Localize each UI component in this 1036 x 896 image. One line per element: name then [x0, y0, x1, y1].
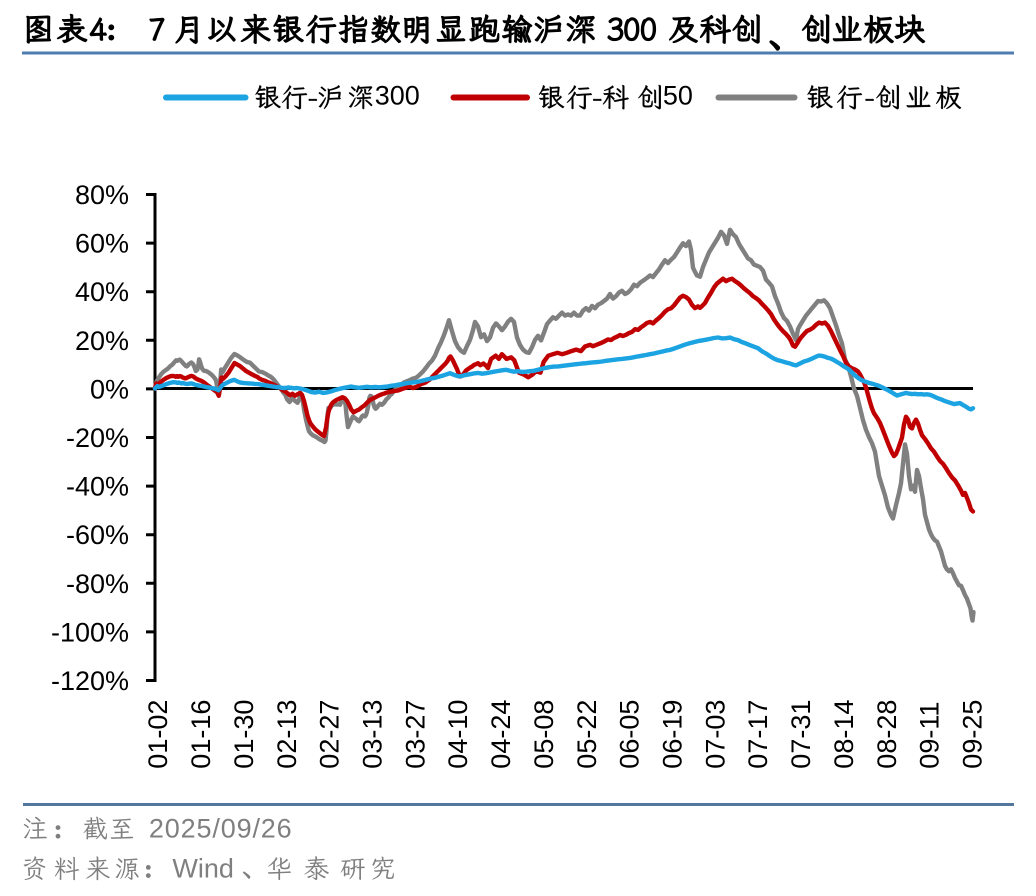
svg-text:06-05: 06-05: [615, 700, 645, 769]
svg-text:08-28: 08-28: [872, 700, 902, 769]
svg-text:300: 300: [375, 81, 420, 111]
svg-text:-80%: -80%: [66, 569, 129, 599]
svg-text:01-16: 01-16: [186, 700, 216, 769]
svg-text:-100%: -100%: [51, 617, 129, 647]
svg-text:09-25: 09-25: [958, 700, 988, 769]
svg-text:03-27: 03-27: [400, 700, 430, 769]
svg-text:20%: 20%: [75, 326, 129, 356]
svg-text:-20%: -20%: [66, 423, 129, 453]
svg-text:04-24: 04-24: [486, 700, 516, 769]
svg-text:01-02: 01-02: [143, 700, 173, 769]
svg-text:50: 50: [663, 81, 693, 111]
svg-text:07-17: 07-17: [743, 700, 773, 769]
svg-text:02-27: 02-27: [315, 700, 345, 769]
svg-text:09-11: 09-11: [915, 702, 945, 769]
svg-text:2025/09/26: 2025/09/26: [149, 814, 293, 844]
svg-text:04-10: 04-10: [443, 700, 473, 769]
svg-text:60%: 60%: [75, 229, 129, 259]
svg-text:07-31: 07-31: [786, 700, 816, 769]
svg-text:0%: 0%: [90, 374, 129, 404]
svg-text:-40%: -40%: [66, 472, 129, 502]
svg-text:06-19: 06-19: [658, 700, 688, 769]
svg-text:03-13: 03-13: [358, 700, 388, 769]
svg-text:80%: 80%: [75, 180, 129, 210]
svg-text:05-22: 05-22: [572, 700, 602, 769]
svg-text:-120%: -120%: [51, 666, 129, 696]
svg-text:02-13: 02-13: [272, 700, 302, 769]
svg-text:-60%: -60%: [66, 520, 129, 550]
svg-text:08-14: 08-14: [829, 700, 859, 769]
svg-text:05-08: 05-08: [529, 700, 559, 769]
svg-text:Wind: Wind: [172, 854, 234, 884]
svg-text:07-03: 07-03: [700, 700, 730, 769]
svg-text:01-30: 01-30: [229, 700, 259, 769]
svg-text:40%: 40%: [75, 277, 129, 307]
